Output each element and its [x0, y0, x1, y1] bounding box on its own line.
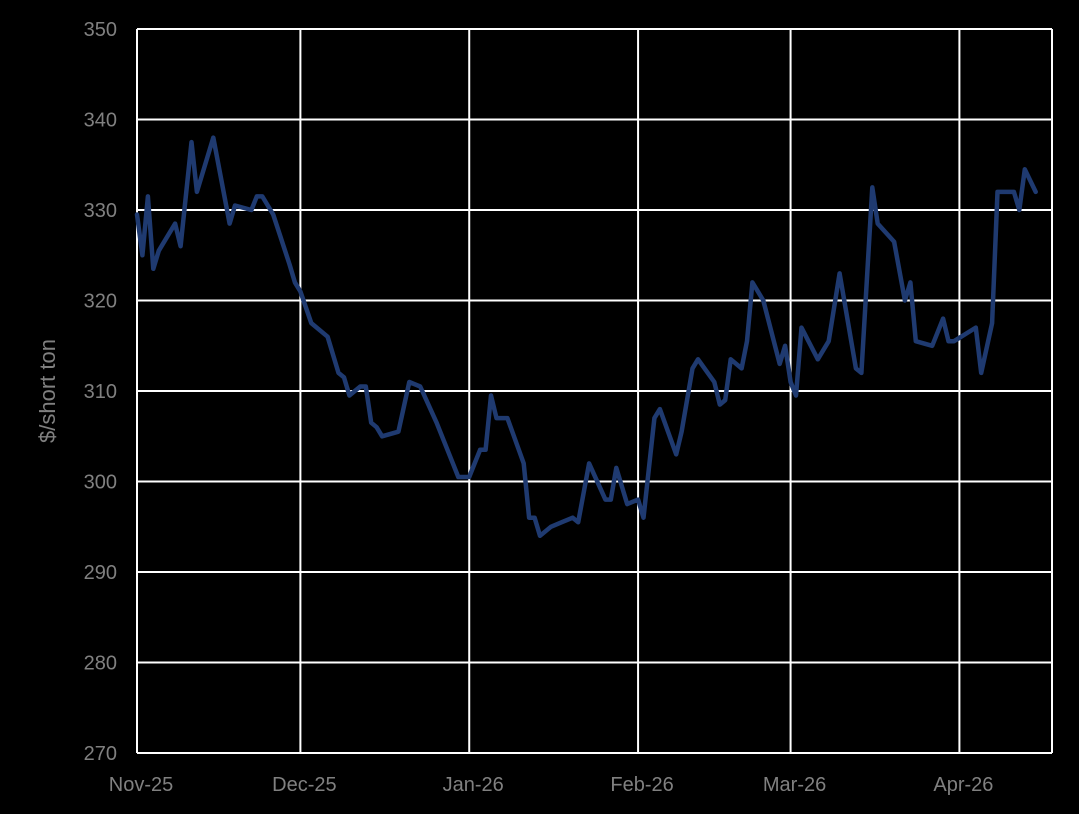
y-tick-label-340: 340: [84, 110, 117, 132]
x-tick-label-nov-25: Nov-25: [109, 774, 173, 796]
y-tick-label-280: 280: [84, 653, 117, 675]
series-line-0: [134, 135, 1038, 539]
y-tick-label-310: 310: [84, 381, 117, 403]
y-tick-label-290: 290: [84, 562, 117, 584]
y-tick-label-270: 270: [84, 743, 117, 765]
series-layer: [134, 135, 1038, 539]
x-tick-label-apr-26: Apr-26: [933, 774, 993, 796]
tick-layer: 270 280 290 300 310 320 330 340 350 Nov-25 Dec-25 J…: [84, 19, 994, 796]
grid-layer: [136, 28, 1053, 754]
x-tick-label-dec-25: Dec-25: [272, 774, 336, 796]
x-tick-label-mar-26: Mar-26: [763, 774, 826, 796]
x-tick-label-jan-26: Jan-26: [443, 774, 504, 796]
x-tick-label-feb-26: Feb-26: [610, 774, 673, 796]
y-tick-label-330: 330: [84, 200, 117, 222]
y-tick-label-350: 350: [84, 19, 117, 41]
y-tick-label-320: 320: [84, 291, 117, 313]
y-tick-label-300: 300: [84, 472, 117, 494]
y-axis-title: $/short ton: [35, 339, 60, 443]
